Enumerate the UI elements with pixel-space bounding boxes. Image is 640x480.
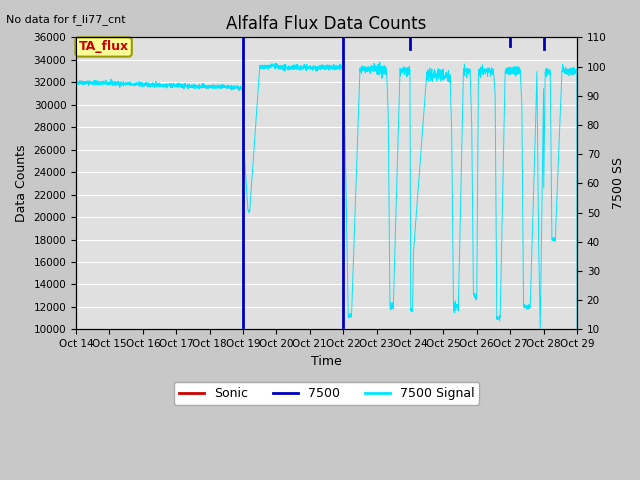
Legend: Sonic, 7500, 7500 Signal: Sonic, 7500, 7500 Signal — [173, 382, 479, 405]
Y-axis label: Data Counts: Data Counts — [15, 144, 28, 222]
Text: TA_flux: TA_flux — [79, 40, 129, 53]
Y-axis label: 7500 SS: 7500 SS — [612, 157, 625, 209]
Text: No data for f_li77_cnt: No data for f_li77_cnt — [6, 14, 126, 25]
X-axis label: Time: Time — [311, 355, 342, 368]
Title: Alfalfa Flux Data Counts: Alfalfa Flux Data Counts — [227, 15, 427, 33]
